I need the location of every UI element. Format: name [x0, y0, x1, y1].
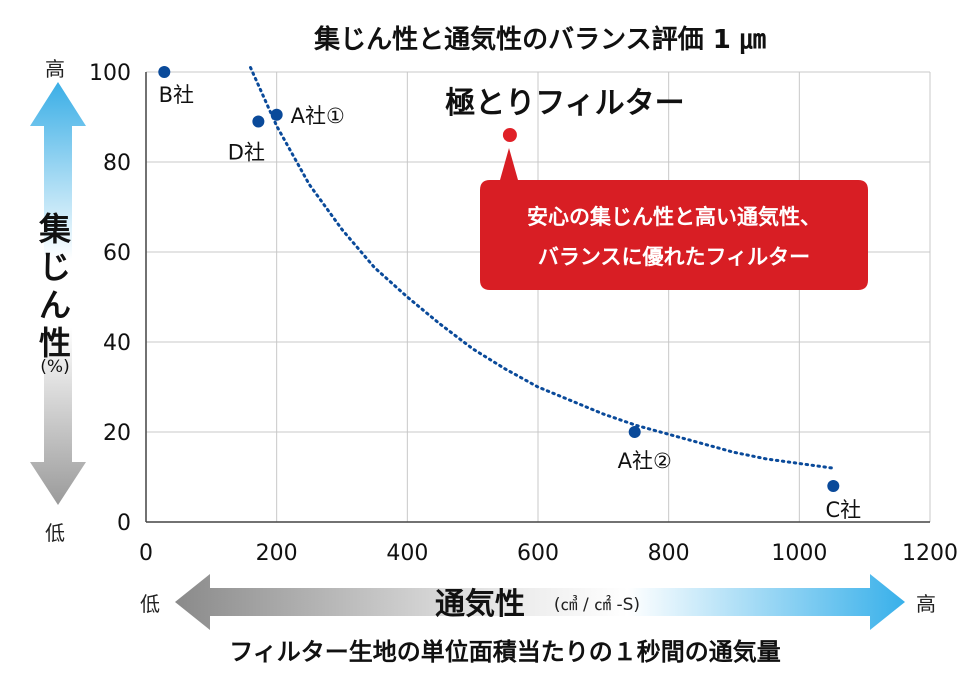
- data-point-label: A社②: [618, 449, 672, 473]
- x-axis-label: 通気性: [435, 587, 525, 622]
- x-arrow-high-label: 高: [916, 592, 936, 616]
- axes: [145, 72, 930, 523]
- x-arrow-low-label: 低: [140, 592, 160, 616]
- x-tick-label: 600: [517, 541, 559, 566]
- x-axis-subtitle: フィルター生地の単位面積当たりの１秒間の通気量: [229, 638, 781, 666]
- y-axis-label-char: じ: [39, 248, 71, 286]
- y-axis-unit: (%): [40, 357, 69, 377]
- data-point: [827, 480, 840, 492]
- y-axis-label-char: 集: [38, 210, 71, 248]
- x-tick-label: 400: [386, 541, 428, 566]
- x-tick-label: 200: [256, 541, 298, 566]
- y-arrow-low-label: 低: [45, 521, 65, 545]
- highlight-label: 極とりフィルター: [445, 86, 684, 121]
- y-axis-arrow: [30, 82, 86, 505]
- y-tick-label: 100: [89, 61, 131, 86]
- y-tick-label: 0: [117, 511, 131, 536]
- y-axis-label-char: ん: [39, 286, 71, 324]
- data-points: B社 D社 A社① A社② C社 極とりフィルター: [158, 66, 861, 522]
- data-point-label: A社①: [291, 104, 345, 128]
- data-point-label: D社: [228, 141, 265, 165]
- x-tick-label: 1000: [771, 541, 827, 566]
- y-tick-label: 60: [103, 241, 131, 266]
- chart-title: 集じん性と通気性のバランス評価 1 ㎛: [313, 24, 766, 55]
- y-arrow-high-label: 高: [45, 57, 65, 81]
- x-tick-label: 800: [648, 541, 690, 566]
- x-axis-arrow: [175, 574, 905, 630]
- data-point-label: C社: [825, 498, 861, 522]
- callout-line-2: バランスに優れたフィルター: [538, 245, 810, 269]
- x-tick-label: 0: [139, 541, 153, 566]
- data-point: [270, 108, 283, 121]
- callout-box: [480, 148, 868, 290]
- y-axis-label-char: 性: [39, 324, 71, 362]
- data-point: [252, 115, 265, 128]
- tick-labels: 0 200 400 600 800 1000 1200 0 20 40 60 80 100: [89, 61, 958, 566]
- grid: [146, 71, 931, 522]
- highlight-point: [502, 128, 517, 142]
- data-point: [628, 426, 641, 438]
- y-axis-label: 集じん性: [38, 210, 71, 362]
- y-tick-label: 40: [103, 331, 131, 356]
- trendline: [249, 66, 834, 470]
- x-axis-unit: (㎤ / ㎠ -S): [554, 595, 640, 615]
- trendline-group: [249, 66, 834, 470]
- data-point-label: B社: [159, 83, 194, 107]
- y-tick-label: 20: [103, 421, 131, 446]
- data-point: [158, 66, 171, 78]
- x-tick-label: 1200: [902, 541, 958, 566]
- callout-line-1: 安心の集じん性と高い通気性、: [527, 205, 821, 229]
- callout: 安心の集じん性と高い通気性、 バランスに優れたフィルター: [480, 148, 868, 290]
- y-tick-label: 80: [103, 151, 131, 176]
